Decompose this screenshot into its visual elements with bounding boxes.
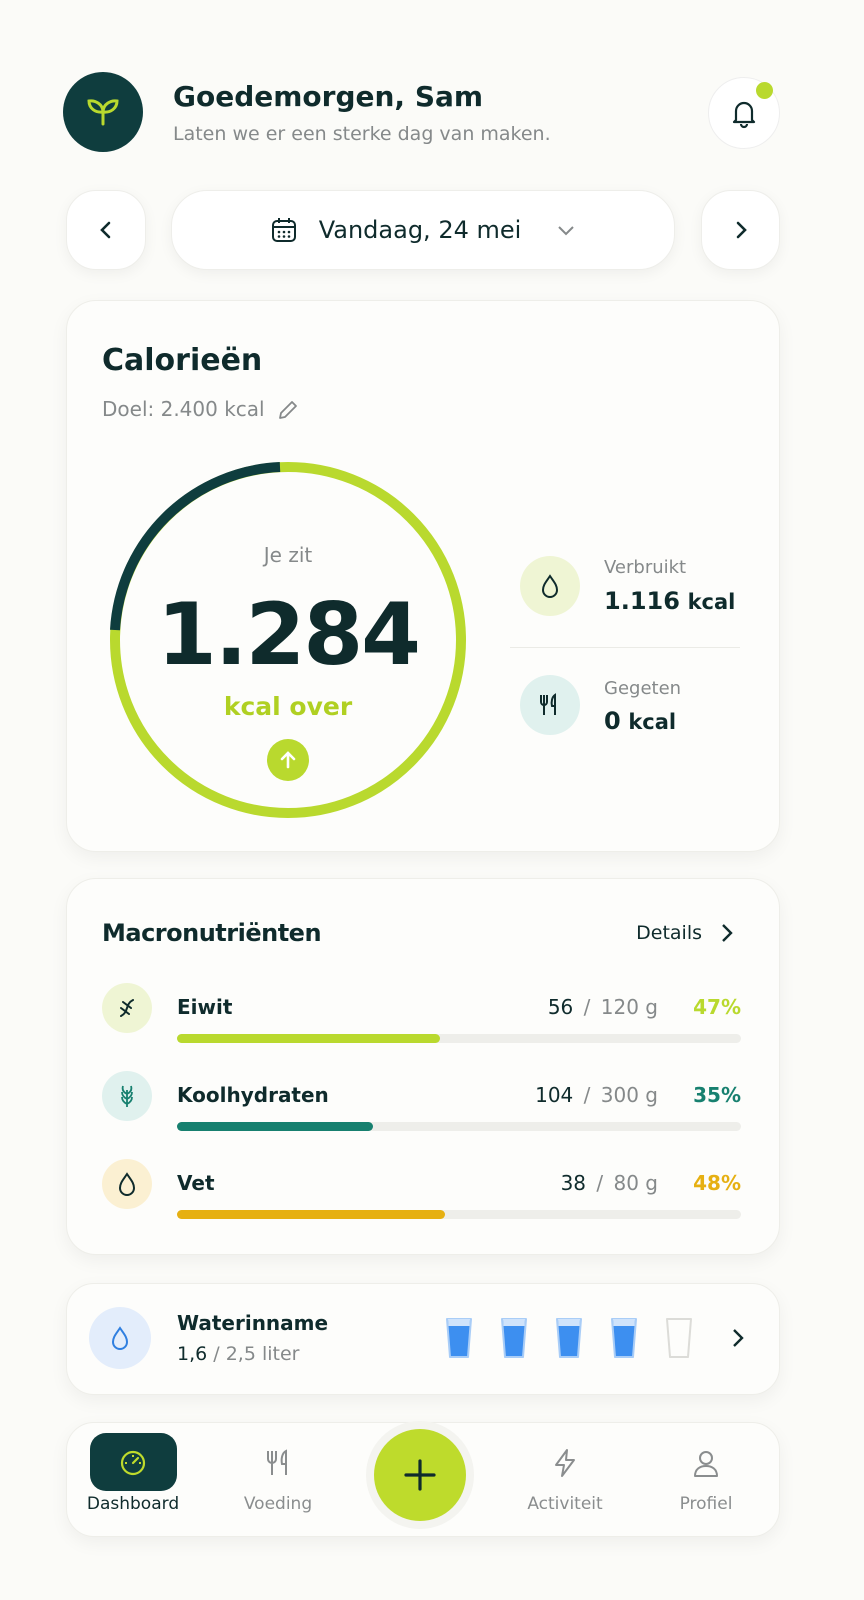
add-button[interactable] [374,1429,466,1521]
macro-name: Eiwit [177,995,233,1019]
water-separator: / [213,1343,220,1365]
macro-name: Vet [177,1171,215,1195]
date-label: Vandaag, 24 mei [318,216,522,244]
chevron-right [722,924,733,942]
burned-label: Verbruikt [604,557,687,578]
glass-full [445,1317,473,1359]
glass-full [500,1317,528,1359]
details-label: Details [636,922,702,944]
chevron-left [100,221,111,239]
water-goal: 2,5 liter [225,1343,300,1365]
macro-separator: / [583,995,591,1019]
trend-icon [267,739,309,781]
macro-unit: g [645,1171,658,1195]
glass-full [610,1317,638,1359]
status-prefix: Je zit [263,543,313,567]
divider [510,647,740,648]
macro-goal: 300 [600,1083,639,1107]
calories-title: Calorieën [102,343,263,378]
macro-amount: 56 / 120 g [548,995,658,1019]
eaten-unit: kcal [628,710,677,734]
macro-eaten: 56 [547,995,574,1019]
macro-goal: 120 [600,995,639,1019]
macro-name: Koolhydraten [177,1083,329,1107]
progress-track [177,1122,741,1131]
leaf-icon [87,99,119,126]
progress-track [177,1210,741,1219]
macro-icon [102,1159,152,1209]
progress-fill [177,1034,441,1043]
details-link[interactable]: Details [620,922,738,944]
burned-number: 1.116 [604,587,680,615]
nav-label[interactable]: Activiteit [527,1494,603,1514]
macro-goal: 80 [613,1171,639,1195]
chevron-right [733,1329,744,1347]
next-day-button[interactable] [701,190,780,270]
date-picker[interactable]: Vandaag, 24 mei [171,190,675,270]
app-logo [63,72,143,152]
chevron-right [736,221,747,239]
water-icon [89,1307,151,1369]
calories-card [66,300,780,852]
glass-empty [665,1317,693,1359]
nav-label[interactable]: Profiel [679,1494,733,1514]
eaten-label: Gegeten [604,678,682,699]
progress-fill [177,1210,445,1219]
nav-label[interactable]: Dashboard [86,1494,180,1514]
chevron-down [558,226,575,236]
macro-unit: g [645,1083,658,1107]
glass-full [555,1317,583,1359]
ring-remaining [110,462,466,818]
macro-eaten: 38 [560,1171,587,1195]
progress-track [177,1034,741,1043]
macros-card [66,878,780,1255]
subtitle: Laten we er een sterke dag van maken. [173,123,551,145]
macro-separator: / [583,1083,591,1107]
macro-percent: 48% [693,1171,741,1195]
macros-title: Macronutriënten [102,919,322,947]
nav-icon[interactable] [262,1447,294,1479]
macro-amount: 38 / 80 g [561,1171,658,1195]
macro-eaten: 104 [535,1083,574,1107]
prev-day-button[interactable] [66,190,146,270]
notification-dot [756,82,773,99]
water-card[interactable] [66,1283,780,1395]
nav-icon[interactable] [690,1447,722,1479]
edit-goal-button[interactable] [276,398,300,422]
water-amount: 1,6 / 2,5 liter [177,1343,299,1365]
nav-icon[interactable] [117,1446,149,1478]
calendar-icon [271,218,296,242]
macro-percent: 35% [693,1083,741,1107]
macro-icon [102,983,152,1033]
greeting: Goedemorgen, Sam [173,80,484,113]
macro-unit: g [645,995,658,1019]
eaten-value: 0 kcal [604,707,676,735]
status-suffix: kcal over [223,692,353,721]
nav-icon[interactable] [549,1447,581,1479]
bell-icon [732,101,756,129]
calorie-ring [110,462,466,818]
macro-percent: 47% [693,995,741,1019]
eaten-number: 0 [604,707,621,735]
progress-fill [177,1122,373,1131]
burned-value: 1.116 kcal [604,587,735,615]
macro-amount: 104 / 300 g [535,1083,658,1107]
ring-consumed [110,462,281,631]
burned-unit: kcal [687,590,736,614]
burned-icon [520,556,580,616]
remaining-kcal: 1.284 [156,585,421,685]
water-current: 1,6 [177,1343,208,1365]
calories-goal: Doel: 2.400 kcal [102,397,265,421]
water-title: Waterinname [177,1311,329,1335]
macro-icon [102,1071,152,1121]
nav-label[interactable]: Voeding [243,1494,313,1514]
macro-separator: / [596,1171,604,1195]
eaten-icon [520,675,580,735]
